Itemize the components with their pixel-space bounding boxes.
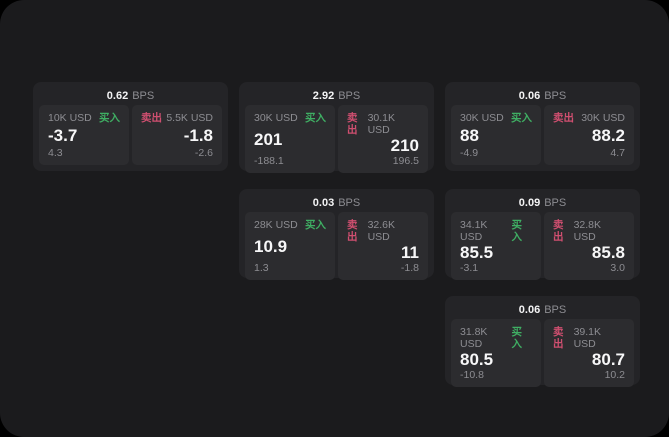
- sell-tile[interactable]: 卖出 5.5K USD -1.8 -2.6: [132, 105, 222, 165]
- sell-tile[interactable]: 卖出 30.1K USD 210 196.5: [338, 105, 428, 173]
- sell-price: 11: [401, 243, 419, 262]
- buy-price: 88: [460, 126, 479, 145]
- buy-price: 85.5: [460, 243, 494, 262]
- sell-amount: 32.8K USD: [573, 219, 602, 243]
- spread-header: 2.92 BPS: [245, 88, 428, 105]
- sell-amount: 5.5K USD: [166, 112, 213, 124]
- buy-tile[interactable]: 34.1K USD 买入 85.5 -3.1: [451, 212, 541, 280]
- buy-side-label: 买入: [99, 112, 120, 124]
- sell-amount: 39.1K USD: [573, 326, 602, 350]
- buy-price: 10.9: [254, 237, 288, 256]
- quote-cards-grid: 0.62 BPS 10K USD 买入 -3.7 4.3 卖出 5.5K USD: [33, 82, 640, 387]
- spread-header: 0.06 BPS: [451, 88, 634, 105]
- sell-side-label: 卖出: [553, 112, 574, 124]
- buy-delta: 4.3: [48, 147, 63, 159]
- buy-amount: 30K USD: [254, 112, 298, 124]
- buy-side-label: 买入: [511, 219, 522, 243]
- bps-label: BPS: [544, 304, 567, 316]
- sell-tile[interactable]: 卖出 32.8K USD 85.8 3.0: [544, 212, 634, 280]
- buy-amount: 28K USD: [254, 219, 298, 231]
- buy-side-label: 买入: [511, 326, 522, 350]
- quote-card: 0.09 BPS 34.1K USD 买入 85.5 -3.1 卖出 32.8K …: [445, 189, 640, 280]
- sell-amount: 32.6K USD: [367, 219, 396, 243]
- buy-tile[interactable]: 30K USD 买入 88 -4.9: [451, 105, 541, 165]
- buy-tile[interactable]: 31.8K USD 买入 80.5 -10.8: [451, 319, 541, 387]
- sell-side-label: 卖出: [553, 326, 564, 350]
- spread-header: 0.06 BPS: [451, 302, 634, 319]
- quote-card: 0.03 BPS 28K USD 买入 10.9 1.3 卖出 32.6K USD: [239, 189, 434, 280]
- quote-card: 0.62 BPS 10K USD 买入 -3.7 4.3 卖出 5.5K USD: [33, 82, 228, 171]
- sell-price: -1.8: [183, 126, 213, 145]
- quote-card: 0.06 BPS 31.8K USD 买入 80.5 -10.8 卖出 39.1K…: [445, 296, 640, 387]
- buy-side-label: 买入: [305, 219, 326, 231]
- spread-value: 0.09: [518, 197, 541, 209]
- buy-delta: -188.1: [254, 155, 284, 167]
- sell-tile[interactable]: 卖出 32.6K USD 11 -1.8: [338, 212, 428, 280]
- sell-price: 210: [390, 136, 419, 155]
- sell-tile[interactable]: 卖出 30K USD 88.2 4.7: [544, 105, 634, 165]
- sell-delta: -2.6: [194, 147, 213, 159]
- buy-sell-tiles: 30K USD 买入 88 -4.9 卖出 30K USD 88.2 4.7: [451, 105, 634, 165]
- buy-price: 80.5: [460, 350, 494, 369]
- buy-delta: -10.8: [460, 369, 484, 381]
- buy-price: -3.7: [48, 126, 78, 145]
- buy-sell-tiles: 10K USD 买入 -3.7 4.3 卖出 5.5K USD -1.8 -2.…: [39, 105, 222, 165]
- buy-side-label: 买入: [305, 112, 326, 124]
- sell-amount: 30.1K USD: [367, 112, 396, 136]
- sell-price: 80.7: [591, 350, 625, 369]
- spread-value: 2.92: [312, 90, 335, 102]
- sell-price: 88.2: [591, 126, 625, 145]
- bps-label: BPS: [338, 197, 361, 209]
- bps-label: BPS: [338, 90, 361, 102]
- spread-value: 0.06: [518, 90, 541, 102]
- spread-value: 0.03: [312, 197, 335, 209]
- buy-delta: -3.1: [460, 262, 479, 274]
- sell-delta: -1.8: [400, 262, 419, 274]
- buy-side-label: 买入: [511, 112, 532, 124]
- buy-delta: -4.9: [460, 147, 479, 159]
- quote-card: 2.92 BPS 30K USD 买入 201 -188.1 卖出 30.1K U…: [239, 82, 434, 173]
- sell-side-label: 卖出: [347, 112, 358, 136]
- sell-side-label: 卖出: [553, 219, 564, 243]
- buy-delta: 1.3: [254, 262, 269, 274]
- quote-card: 0.06 BPS 30K USD 买入 88 -4.9 卖出 30K USD: [445, 82, 640, 171]
- buy-amount: 34.1K USD: [460, 219, 488, 243]
- buy-sell-tiles: 30K USD 买入 201 -188.1 卖出 30.1K USD 210 1…: [245, 105, 428, 173]
- sell-price: 85.8: [591, 243, 625, 262]
- buy-sell-tiles: 28K USD 买入 10.9 1.3 卖出 32.6K USD 11 -1.8: [245, 212, 428, 280]
- sell-delta: 10.2: [604, 369, 625, 381]
- spread-value: 0.62: [106, 90, 129, 102]
- sell-side-label: 卖出: [347, 219, 358, 243]
- buy-price: 201: [254, 130, 283, 149]
- sell-amount: 30K USD: [581, 112, 625, 124]
- buy-amount: 31.8K USD: [460, 326, 488, 350]
- sell-delta: 196.5: [392, 155, 419, 167]
- buy-tile[interactable]: 28K USD 买入 10.9 1.3: [245, 212, 335, 280]
- buy-tile[interactable]: 10K USD 买入 -3.7 4.3: [39, 105, 129, 165]
- sell-delta: 4.7: [610, 147, 625, 159]
- bps-label: BPS: [132, 90, 155, 102]
- sell-tile[interactable]: 卖出 39.1K USD 80.7 10.2: [544, 319, 634, 387]
- buy-amount: 30K USD: [460, 112, 504, 124]
- spread-header: 0.62 BPS: [39, 88, 222, 105]
- buy-sell-tiles: 34.1K USD 买入 85.5 -3.1 卖出 32.8K USD 85.8…: [451, 212, 634, 280]
- spread-header: 0.03 BPS: [245, 195, 428, 212]
- sell-side-label: 卖出: [141, 112, 162, 124]
- buy-amount: 10K USD: [48, 112, 92, 124]
- sell-delta: 3.0: [610, 262, 625, 274]
- bps-label: BPS: [544, 197, 567, 209]
- buy-sell-tiles: 31.8K USD 买入 80.5 -10.8 卖出 39.1K USD 80.…: [451, 319, 634, 387]
- buy-tile[interactable]: 30K USD 买入 201 -188.1: [245, 105, 335, 173]
- spread-value: 0.06: [518, 304, 541, 316]
- bps-label: BPS: [544, 90, 567, 102]
- spread-header: 0.09 BPS: [451, 195, 634, 212]
